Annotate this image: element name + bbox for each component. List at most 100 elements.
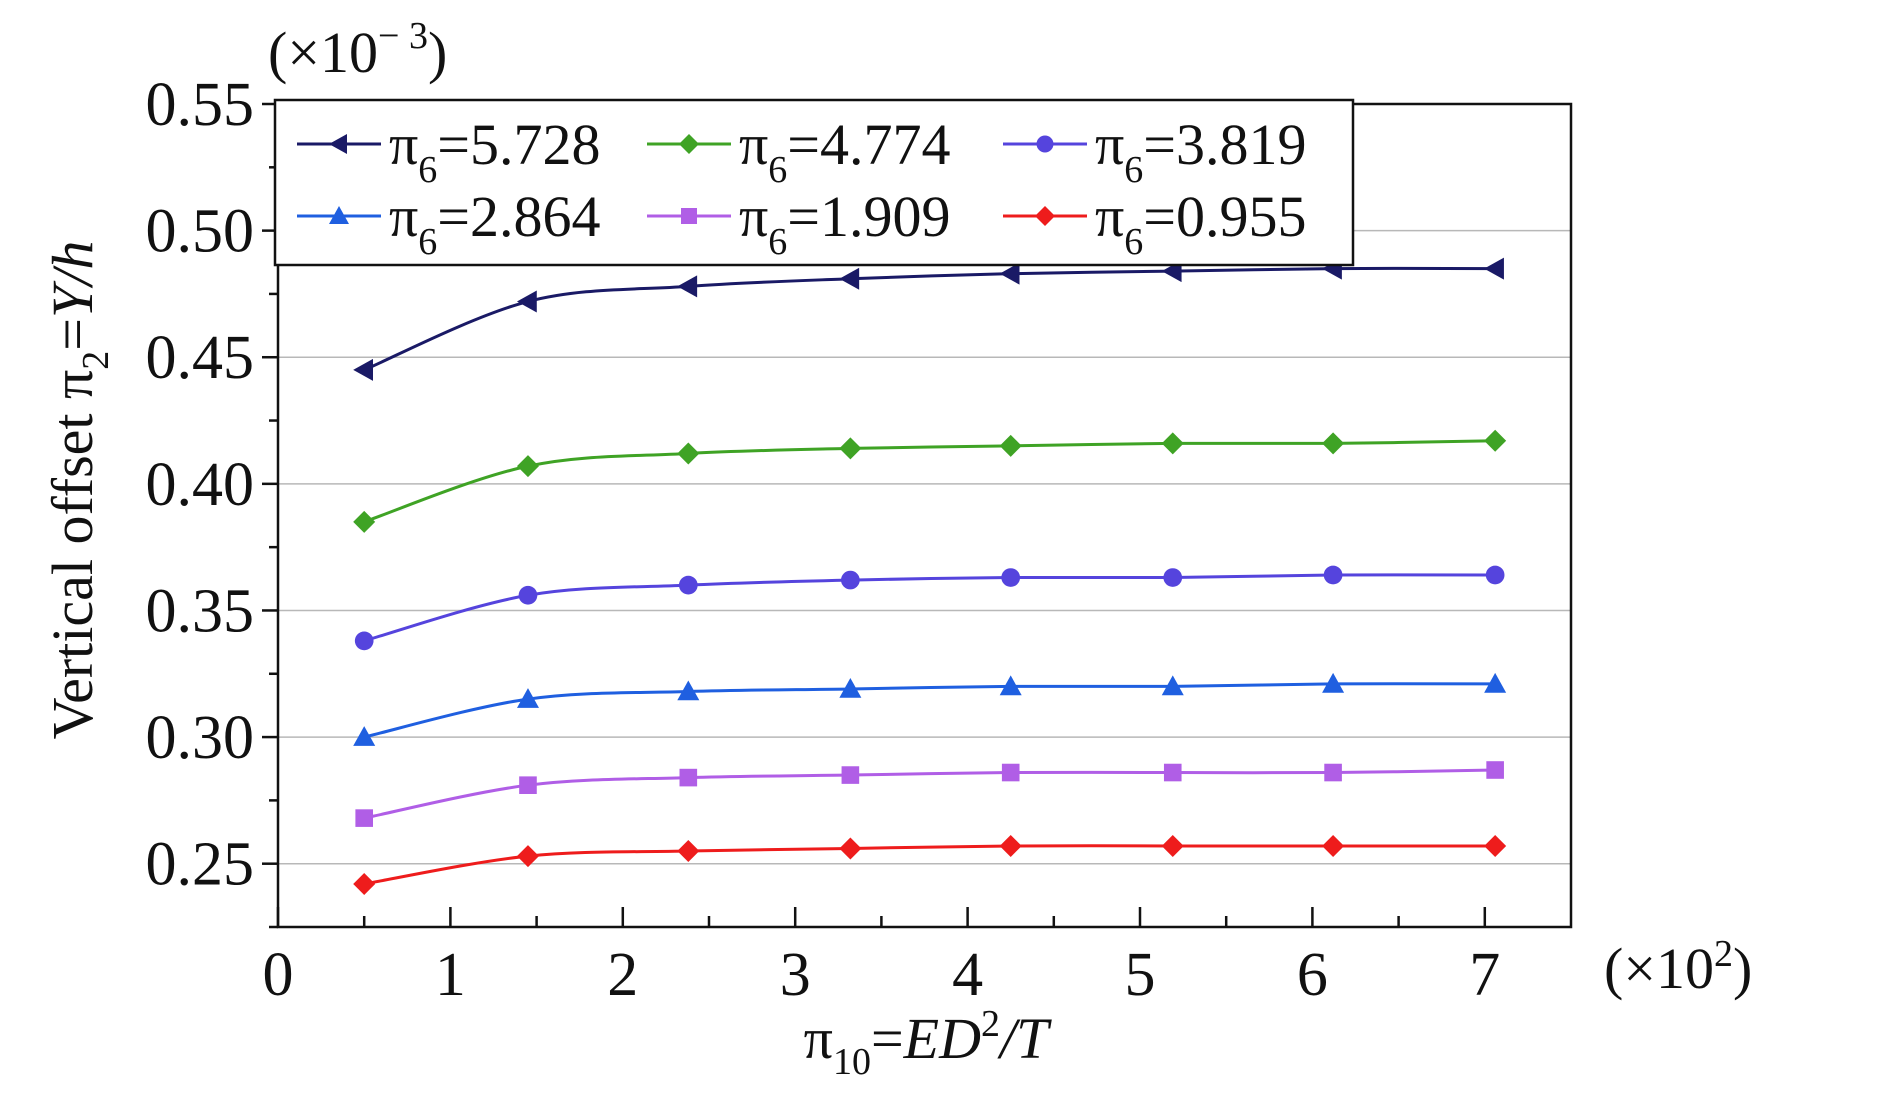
series-line (363, 682, 1496, 739)
y-multiplier-exponent: − 3 (378, 15, 428, 57)
y-axis-title-ratio: Y/h (40, 241, 105, 318)
legend-label-subscript: 6 (1124, 221, 1143, 263)
legend-label-value: =0.955 (1143, 184, 1306, 249)
series-layer (353, 257, 1507, 895)
data-point (516, 455, 539, 478)
data-point (1161, 432, 1184, 455)
data-point (839, 267, 860, 290)
y-multiplier-close: ) (428, 20, 447, 85)
legend-entry: π6=4.774 (647, 112, 951, 191)
legend-label-value: =1.909 (787, 184, 950, 249)
series-line (363, 573, 1496, 643)
x-tick-label: 4 (952, 941, 983, 1009)
y-multiplier-base: (×10 (268, 20, 378, 85)
data-point (516, 688, 539, 708)
legend-label-main: π (739, 112, 768, 177)
legend-entry: π6=2.864 (297, 184, 601, 263)
y-tick-label: 0.25 (146, 831, 255, 899)
legend-label-value: =5.728 (437, 112, 600, 177)
legend-entry: π6=0.955 (1003, 184, 1307, 263)
data-point (839, 837, 862, 860)
y-tick-label: 0.50 (146, 198, 255, 266)
data-point (1161, 675, 1184, 696)
legend-label-main: π (389, 184, 418, 249)
legend-label-main: π (1095, 184, 1124, 249)
legend-box (273, 98, 1355, 267)
x-tick-label: 3 (780, 941, 811, 1009)
x-axis-title-ed: ED (903, 1006, 981, 1071)
data-point (1484, 257, 1504, 280)
legend-entry: π6=5.728 (297, 112, 601, 191)
legend-label-subscript: 6 (768, 149, 787, 191)
legend-label: π6=0.955 (1095, 184, 1307, 263)
y-axis-title-main: Vertical offset π (40, 370, 105, 740)
data-point (1322, 672, 1345, 693)
y-axis-title-equals: = (40, 318, 105, 351)
data-point (1484, 672, 1507, 693)
data-point (354, 631, 374, 651)
data-point (999, 834, 1022, 857)
data-point (999, 675, 1022, 696)
data-point (841, 570, 860, 590)
data-point (353, 358, 373, 381)
legend-label-subscript: 6 (418, 221, 437, 263)
data-point (999, 434, 1022, 457)
legend-label: π6=1.909 (739, 184, 951, 263)
data-point (999, 262, 1020, 285)
data-point (1322, 834, 1345, 857)
series-line (363, 768, 1496, 820)
series-3 (353, 672, 1507, 746)
data-point (1161, 834, 1184, 857)
series-4 (355, 761, 1504, 827)
data-point (329, 206, 349, 224)
axes: 0.25 0.30 0.35 0.40 0.45 0.50 0.55 0 1 2 3 4 5 6 7 (146, 71, 1573, 1009)
series-2 (354, 565, 1505, 651)
data-point (355, 809, 373, 827)
series-5 (353, 834, 1507, 895)
legend-label-value: =4.774 (787, 112, 950, 177)
data-point (681, 208, 697, 224)
y-axis-title: Vertical offset π2=Y/h (40, 241, 117, 740)
x-axis-title-t: /T (997, 1006, 1052, 1071)
data-point (839, 437, 862, 460)
data-point (679, 768, 698, 787)
y-tick-label: 0.55 (146, 71, 255, 139)
series-1 (353, 429, 1507, 533)
data-point (1323, 565, 1343, 585)
x-tick-label: 0 (263, 941, 294, 1009)
data-point (839, 677, 862, 698)
x-multiplier-base: (×10 (1604, 936, 1714, 1001)
y-axis-title-subscript: 2 (75, 351, 117, 370)
y-tick-label: 0.35 (146, 577, 255, 645)
y-tick-label: 0.40 (146, 451, 255, 519)
series-0 (353, 257, 1504, 381)
data-point (518, 585, 538, 605)
series-line (363, 439, 1496, 524)
legend-label-main: π (739, 184, 768, 249)
data-point (679, 134, 699, 154)
legend-label-subscript: 6 (1124, 149, 1143, 191)
data-point (1163, 763, 1182, 782)
legend-label-main: π (1095, 112, 1124, 177)
x-axis-title-pi: π (804, 1006, 833, 1071)
data-point (516, 845, 539, 868)
data-point (678, 575, 698, 595)
data-point (329, 134, 347, 154)
x-tick-label: 6 (1297, 941, 1328, 1009)
data-point (353, 726, 376, 746)
y-multiplier: (×10− 3) (268, 15, 447, 85)
x-axis-title: π10=ED2/T (804, 1003, 1052, 1083)
data-point (1035, 206, 1055, 226)
data-point (353, 510, 376, 533)
x-tick-label: 1 (435, 941, 466, 1009)
data-point (353, 872, 376, 895)
data-point (1322, 432, 1345, 455)
series-line (363, 844, 1496, 886)
legend-label-value: =2.864 (437, 184, 600, 249)
x-tick-label: 7 (1469, 941, 1500, 1009)
legend-entry: π6=1.909 (647, 184, 951, 263)
x-axis-title-subscript: 10 (833, 1041, 871, 1083)
